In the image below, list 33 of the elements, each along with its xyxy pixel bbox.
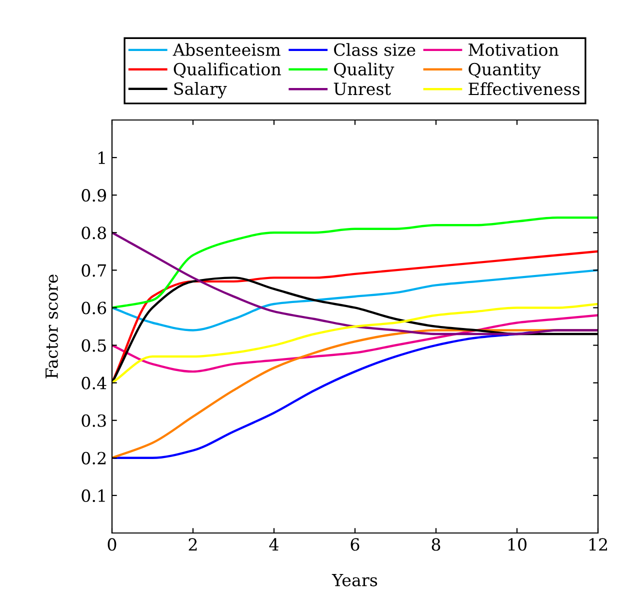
line-series [112, 314, 598, 373]
legend-label: Unrest [334, 82, 391, 96]
y-tick-label: 0.4 [82, 376, 106, 390]
y-tick-label: 0.9 [82, 189, 106, 202]
legend-label: Absenteeism [172, 43, 280, 56]
line-series [112, 302, 598, 384]
y-tick-label: 0.8 [82, 226, 106, 240]
y-tick-label: 0.2 [82, 452, 106, 464]
legend-label: Quality [334, 62, 394, 79]
legend-label: Quantity [468, 62, 541, 79]
line-series [112, 232, 598, 336]
x-tick-label: 4 [269, 538, 278, 551]
line-series [112, 269, 598, 332]
x-tick-label: 6 [350, 538, 360, 551]
y-tick-label: 0.3 [82, 414, 106, 427]
x-tick-label: 0 [108, 538, 116, 551]
x-axis-title: Years [332, 574, 378, 586]
x-tick-label: 12 [589, 538, 607, 551]
y-tick-label: 0.5 [82, 339, 106, 352]
legend-label: Salary [174, 82, 227, 98]
x-tick-label: 8 [432, 538, 440, 551]
y-tick-label: 0.7 [82, 264, 106, 277]
legend-label: Effectiveness [468, 82, 580, 96]
y-tick-label: 1 [98, 152, 105, 164]
x-tick-label: 10 [508, 538, 526, 551]
y-axis-title: Factor score [46, 274, 58, 378]
x-tick-label: 2 [188, 538, 197, 551]
y-tick-label: 0.6 [82, 302, 106, 314]
y-tick-label: 0.1 [82, 489, 105, 502]
legend-label: Class size [334, 43, 416, 56]
legend-label: Qualification [174, 62, 281, 78]
line-series [112, 216, 598, 309]
legend-label: Motivation [468, 44, 559, 56]
